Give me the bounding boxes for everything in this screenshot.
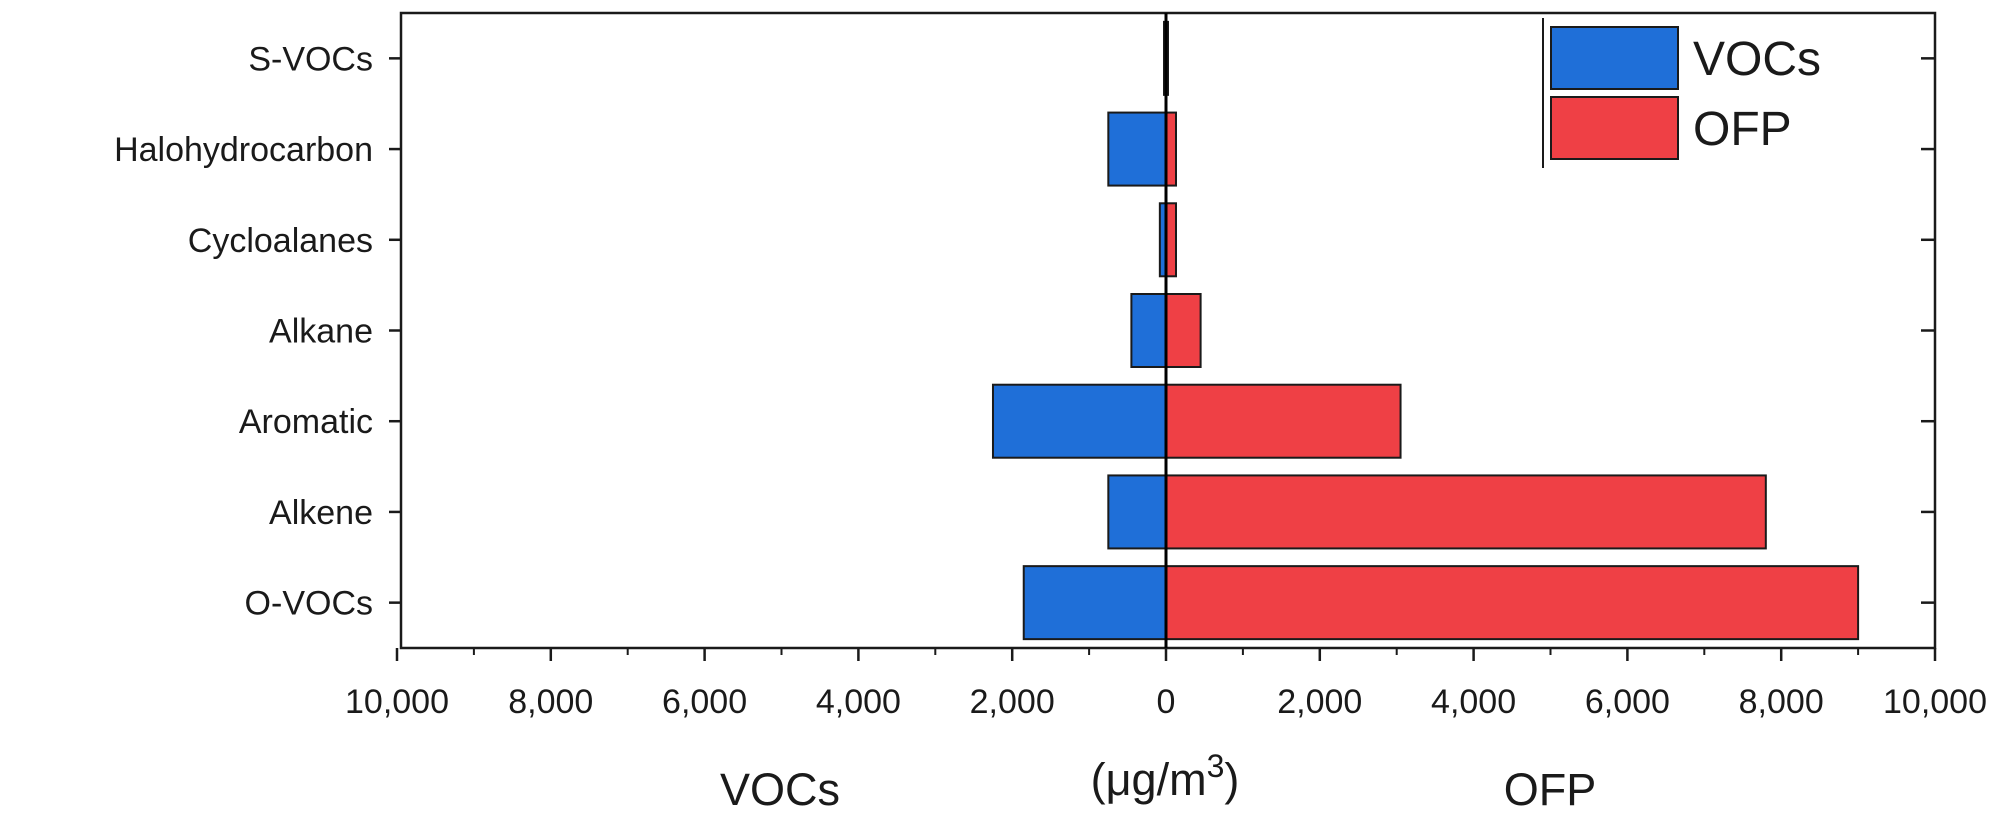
y-tick-label-s-vocs: S-VOCs — [248, 40, 373, 78]
x-tick-label: 4,000 — [816, 683, 901, 721]
y-ticks: O-VOCs Alkene Aromatic Alkane Cycloalanes Hal… — [114, 40, 1935, 623]
x-tick-label: 6,000 — [662, 683, 747, 721]
bar-vocs-o-vocs — [1022, 565, 1167, 641]
legend-label-vocs: VOCs — [1693, 33, 1821, 86]
legend-label-ofp: OFP — [1693, 103, 1792, 156]
x-axis-title-left: VOCs — [720, 764, 840, 815]
bar-ofp-alkane — [1165, 293, 1202, 368]
unit-close: ) — [1224, 754, 1239, 805]
bar-ofp-alkene — [1165, 474, 1767, 550]
x-ticks: 10,000 8,000 6,000 4,000 2,000 0 2,000 4,000 6,0… — [345, 648, 1987, 721]
x-tick-label: 6,000 — [1585, 683, 1670, 721]
legend: VOCs OFP — [1542, 18, 1821, 168]
y-tick-label-cycloalanes: Cycloalanes — [188, 222, 373, 260]
x-axis-title-right: OFP — [1504, 764, 1597, 815]
bar-vocs-aromatic — [991, 383, 1167, 459]
legend-swatch-ofp — [1550, 96, 1679, 160]
x-tick-label: 10,000 — [345, 683, 449, 721]
y-tick-label-alkane: Alkane — [269, 313, 373, 351]
bars — [991, 20, 1860, 641]
y-tick-label-aromatic: Aromatic — [239, 403, 373, 441]
legend-swatch-vocs — [1550, 26, 1679, 90]
unit-superscript: 3 — [1207, 748, 1225, 784]
y-tick-label-alkene: Alkene — [269, 494, 373, 532]
unit-base: (μg/m — [1091, 754, 1207, 805]
x-tick-label: 0 — [1157, 683, 1176, 721]
bar-ofp-o-vocs — [1165, 565, 1860, 641]
x-tick-label: 2,000 — [970, 683, 1055, 721]
bar-ofp-aromatic — [1165, 383, 1402, 459]
x-tick-label: 10,000 — [1883, 683, 1987, 721]
x-tick-label: 4,000 — [1431, 683, 1516, 721]
x-axis-title-center: (μg/m3) — [1091, 748, 1240, 805]
x-tick-label: 2,000 — [1277, 683, 1362, 721]
y-tick-label-o-vocs: O-VOCs — [245, 585, 373, 623]
x-tick-label: 8,000 — [1739, 683, 1824, 721]
x-tick-label: 8,000 — [508, 683, 593, 721]
bar-vocs-alkene — [1107, 474, 1167, 550]
y-tick-label-halohydrocarbon: Halohydrocarbon — [114, 131, 373, 169]
bar-vocs-halohydrocarbon — [1107, 111, 1167, 187]
bar-vocs-alkane — [1130, 293, 1168, 368]
